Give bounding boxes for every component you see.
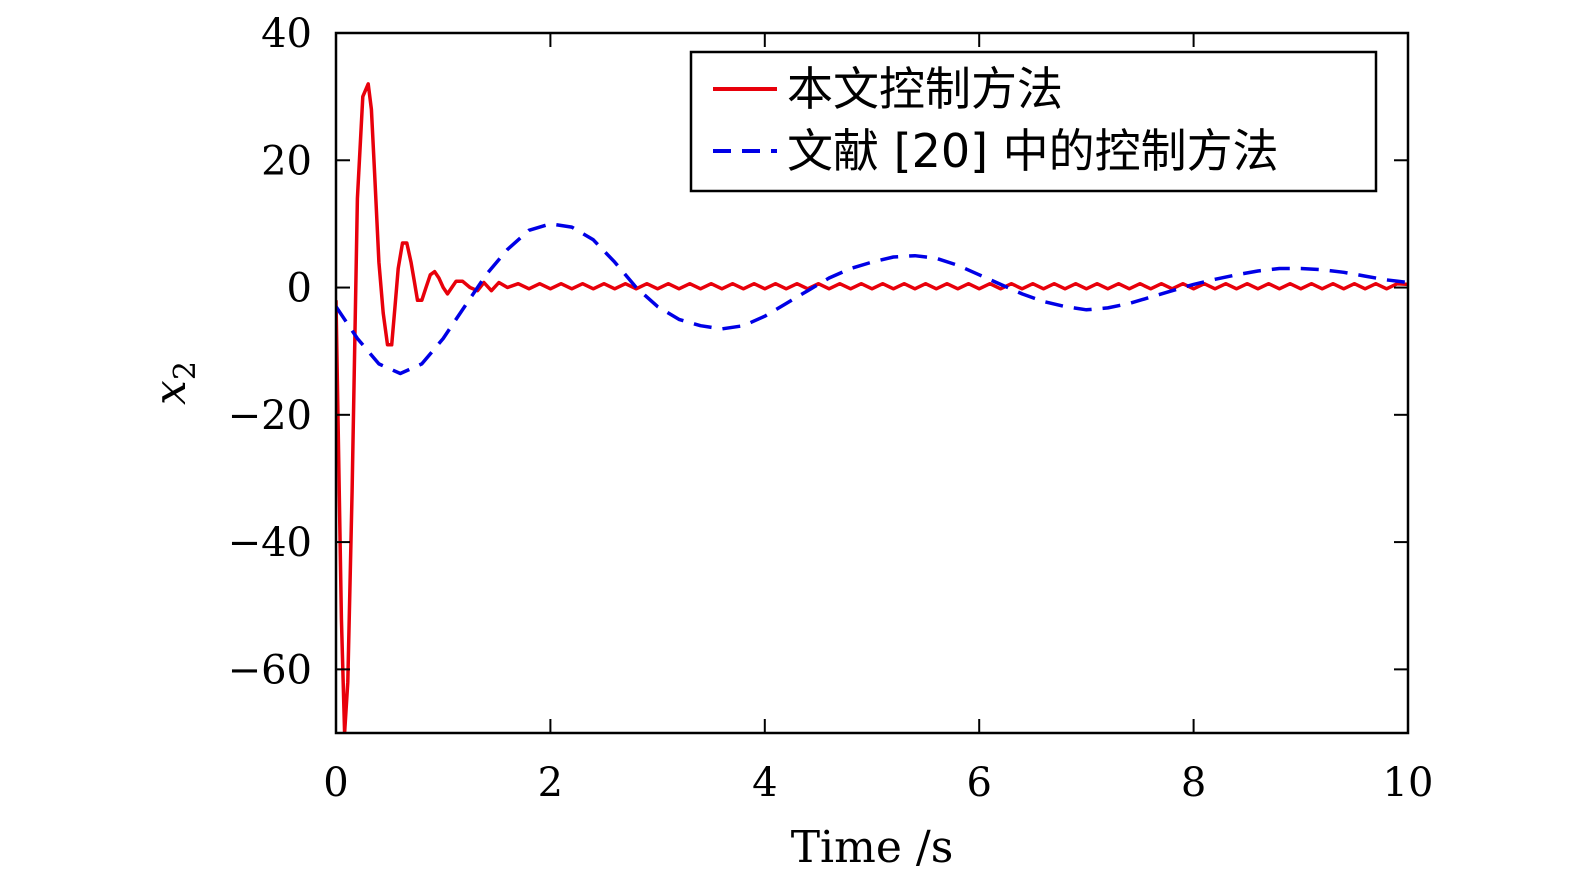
legend-box [689, 50, 1378, 193]
y-tick-label: −20 [228, 393, 312, 439]
series-line-2 [336, 222, 1408, 376]
x-tick-label: 10 [1383, 760, 1434, 806]
series-layer [336, 82, 1408, 733]
y-tick-label: 0 [287, 266, 312, 312]
y-axis-title-subscript: 2 [168, 361, 203, 380]
y-axis-title-main: x [145, 380, 196, 405]
x-axis-title: Time /s [791, 822, 954, 873]
plot-frame [334, 31, 1410, 735]
legend-label-2: 文献 [20] 中的控制方法 [787, 124, 1279, 178]
y-tick-label: −60 [228, 647, 312, 693]
y-tick-label: 20 [261, 138, 312, 184]
ticks-layer: 0 2 4 6 8 10 40 20 0 −20 −40 −60 [228, 11, 1434, 806]
x-tick-label: 0 [323, 760, 348, 806]
x-tick-label: 4 [752, 760, 777, 806]
x-tick-label: 8 [1181, 760, 1206, 806]
y-tick-label: 40 [261, 11, 312, 57]
x-tick-label: 6 [966, 760, 991, 806]
y-axis-title: x2 [145, 361, 203, 405]
y-tick-label: −40 [228, 520, 312, 566]
svg-text:x2: x2 [145, 361, 203, 405]
series-line-1 [336, 82, 1408, 733]
legend-label-1: 本文控制方法 [787, 62, 1063, 116]
x-tick-label: 2 [538, 760, 563, 806]
